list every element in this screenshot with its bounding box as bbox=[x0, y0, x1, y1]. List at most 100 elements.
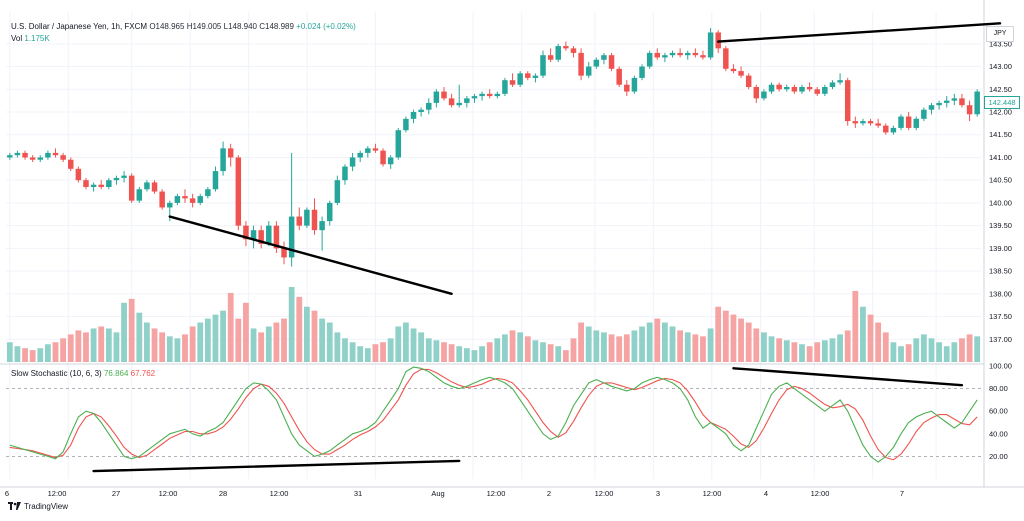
candle-body bbox=[700, 55, 706, 58]
candle-body bbox=[494, 93, 501, 97]
volume-bar bbox=[311, 310, 318, 362]
volume-bar bbox=[578, 322, 584, 362]
volume-bar bbox=[707, 328, 714, 362]
volume-bar bbox=[761, 332, 767, 362]
time-tick-label: 7 bbox=[900, 489, 904, 498]
currency-button[interactable]: JPY bbox=[986, 26, 1014, 42]
volume-bar bbox=[852, 290, 859, 362]
candle-body bbox=[418, 109, 424, 112]
time-tick-label: 6 bbox=[5, 489, 9, 498]
volume-bar bbox=[479, 346, 485, 362]
volume-bar bbox=[90, 328, 97, 362]
volume-bar bbox=[418, 332, 425, 362]
trendline bbox=[168, 215, 453, 296]
price-tick-label: 137.00 bbox=[989, 335, 1012, 344]
candle-body bbox=[928, 105, 935, 110]
volume-bar bbox=[113, 332, 120, 362]
candle-body bbox=[29, 157, 36, 160]
volume-legend: Vol 1.175K bbox=[11, 34, 50, 43]
stochastic-k-value: 76.864 bbox=[103, 369, 129, 378]
candle-body bbox=[296, 216, 303, 226]
candle-body bbox=[60, 155, 66, 160]
symbol-title[interactable]: U.S. Dollar / Japanese Yen, 1h, FXCM bbox=[11, 22, 148, 31]
candle-body bbox=[677, 52, 683, 56]
volume-bar bbox=[783, 340, 790, 362]
volume-bar bbox=[174, 338, 181, 362]
candle-body bbox=[365, 148, 371, 153]
candle-body bbox=[334, 180, 341, 203]
candle-body bbox=[205, 189, 211, 197]
tradingview-icon bbox=[8, 502, 21, 510]
candlesticks[interactable] bbox=[7, 27, 980, 267]
candle-body bbox=[791, 87, 798, 92]
candle-body bbox=[220, 148, 226, 172]
volume-bar bbox=[342, 338, 348, 362]
time-axis[interactable]: 6 12:00 27 12:00 28 12:00 31 Aug 12:00 2 12:00 3 12:… bbox=[5, 489, 904, 498]
candle-body bbox=[852, 121, 859, 124]
candle-body bbox=[136, 189, 143, 201]
volume-bar bbox=[745, 322, 752, 362]
price-tick-label: 140.00 bbox=[989, 198, 1012, 207]
candle-body bbox=[517, 73, 523, 85]
volume-bar bbox=[250, 328, 257, 362]
candle-body bbox=[14, 152, 21, 156]
candle-body bbox=[502, 80, 508, 94]
change-value: +0.024 (+0.02%) bbox=[296, 22, 356, 31]
candle-body bbox=[410, 112, 417, 119]
volume-bar bbox=[357, 346, 364, 362]
candle-body bbox=[525, 73, 531, 78]
volume-bar bbox=[959, 338, 965, 362]
volume-bar bbox=[616, 336, 623, 362]
stochastic-legend: Slow Stochastic (10, 6, 3) 76.864 67.762 bbox=[11, 369, 155, 378]
price-tick-label: 140.50 bbox=[989, 176, 1012, 185]
volume-bar bbox=[463, 348, 470, 362]
candle-body bbox=[121, 175, 127, 178]
trendlines[interactable] bbox=[92, 22, 1002, 473]
candle-body bbox=[563, 46, 569, 49]
candle-body bbox=[776, 84, 782, 90]
volume-bar bbox=[136, 312, 143, 362]
volume-bar bbox=[441, 342, 447, 362]
candle-body bbox=[768, 84, 775, 92]
tradingview-logo[interactable]: TradingView bbox=[8, 502, 68, 511]
volume-bar bbox=[928, 338, 935, 362]
candle-body bbox=[639, 66, 645, 78]
time-tick-label: 12:00 bbox=[595, 489, 614, 498]
candle-body bbox=[75, 168, 82, 181]
volume-bar bbox=[121, 302, 127, 362]
candle-body bbox=[616, 68, 622, 85]
price-tick-label: 141.00 bbox=[989, 153, 1012, 162]
candle-body bbox=[98, 184, 104, 187]
volume-bar bbox=[517, 332, 524, 362]
last-price-tag: 142.448 bbox=[984, 96, 1020, 109]
time-tick-label: 28 bbox=[219, 489, 227, 498]
candle-body bbox=[486, 93, 493, 97]
volume-bar bbox=[951, 342, 958, 362]
price-tick-label: 142.00 bbox=[989, 108, 1012, 117]
stochastic-pane[interactable] bbox=[9, 366, 978, 463]
candle-body bbox=[730, 68, 737, 72]
volume-bar bbox=[509, 330, 516, 362]
volume-bar bbox=[502, 334, 508, 362]
price-tick-label: 141.50 bbox=[989, 130, 1012, 139]
volume-bar bbox=[639, 326, 645, 362]
volume-bar bbox=[829, 338, 836, 362]
volume-bar bbox=[380, 342, 386, 362]
stochastic-tick-label: 60.00 bbox=[989, 407, 1008, 416]
candle-body bbox=[456, 102, 462, 106]
volume-value: 1.175K bbox=[24, 34, 50, 43]
candle-body bbox=[441, 91, 447, 99]
volume-bar bbox=[875, 322, 882, 362]
candle-body bbox=[547, 55, 554, 60]
candle-body bbox=[905, 116, 912, 128]
candle-body bbox=[22, 152, 28, 158]
stochastic-label[interactable]: Slow Stochastic (10, 6, 3) bbox=[11, 369, 102, 378]
stochastic-tick-label: 80.00 bbox=[989, 384, 1008, 393]
candle-body bbox=[875, 123, 881, 126]
time-tick-label: 12:00 bbox=[270, 489, 289, 498]
volume-bars bbox=[6, 287, 981, 362]
volume-bar bbox=[326, 322, 333, 362]
price-axis[interactable]: 143.50 143.00 142.50 142.00 141.50 141.00 140.… bbox=[989, 39, 1012, 461]
candle-body bbox=[288, 216, 295, 258]
